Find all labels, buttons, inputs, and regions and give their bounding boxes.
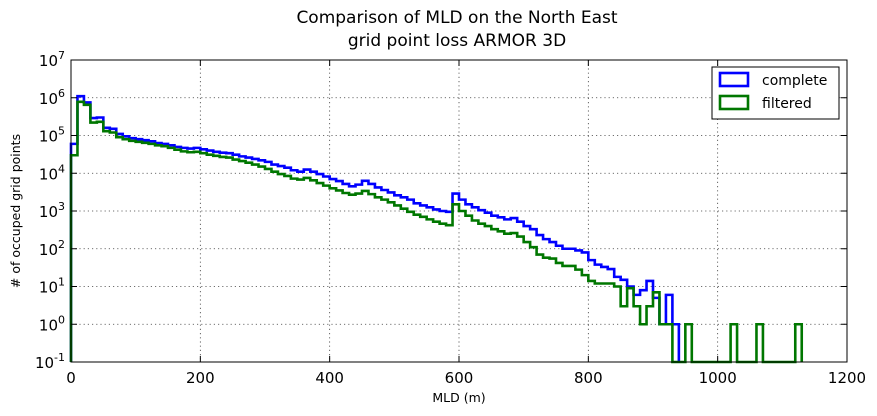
x-tick-label-0: 0	[66, 369, 76, 387]
series-filtered-step-line	[69, 100, 804, 364]
y-tick-label-0: 10-1	[35, 351, 65, 372]
y-tick-label-3: 102	[39, 238, 65, 259]
x-axis: 0 200 400 600 800 1000 1200	[66, 60, 866, 387]
x-tick-label-200: 200	[186, 369, 215, 387]
legend-label-filtered: filtered	[762, 96, 812, 112]
chart-title-line-1: Comparison of MLD on the North East	[296, 8, 617, 28]
y-tick-label-4: 103	[39, 200, 65, 221]
y-tick-label-8: 107	[39, 49, 65, 70]
x-tick-label-1000: 1000	[699, 369, 737, 387]
x-tick-label-600: 600	[445, 369, 474, 387]
legend-swatch-complete	[718, 71, 750, 88]
legend-box	[711, 66, 840, 120]
y-tick-label-2: 101	[39, 276, 65, 297]
y-axis: 10-1 100 101 102 103 104 105 106 107	[35, 49, 847, 372]
y-axis-label: # of occuped grid points	[8, 134, 23, 288]
y-tick-label-6: 105	[39, 125, 65, 146]
legend-label-complete: complete	[762, 73, 827, 89]
x-axis-label: MLD (m)	[432, 390, 485, 405]
chart-title-line-2: grid point loss ARMOR 3D	[348, 31, 566, 51]
data-series	[69, 94, 804, 364]
series-complete-step-line	[69, 94, 681, 362]
legend-swatch-filtered	[718, 94, 750, 111]
y-tick-label-1: 100	[39, 313, 65, 334]
y-tick-label-7: 106	[39, 87, 65, 108]
x-tick-label-400: 400	[315, 369, 344, 387]
y-tick-label-5: 104	[39, 162, 65, 183]
legend: complete filtered	[711, 66, 840, 120]
x-tick-label-800: 800	[574, 369, 603, 387]
x-tick-label-1200: 1200	[828, 369, 866, 387]
